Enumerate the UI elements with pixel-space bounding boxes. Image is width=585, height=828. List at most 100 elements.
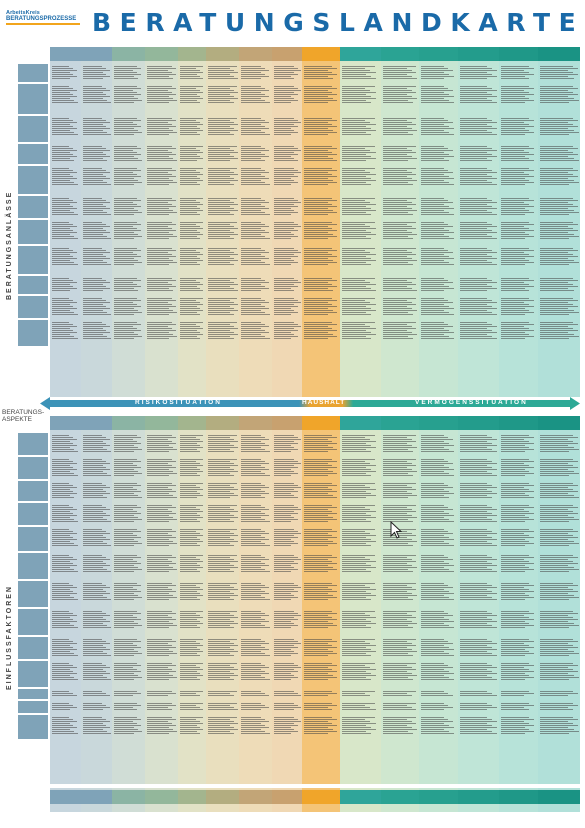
matrix-cell [113, 528, 144, 550]
matrix-cell [273, 528, 301, 550]
matrix-cell [382, 716, 418, 738]
matrix-cell [303, 702, 339, 712]
side-label-beratungsanlaesse: BERATUNGSANLÄSSE [6, 190, 13, 300]
matrix-cell [207, 434, 238, 454]
matrix-cell [273, 85, 301, 113]
matrix-cell [382, 117, 418, 141]
matrix-column [206, 416, 239, 784]
matrix-cell [420, 716, 457, 738]
matrix-cell [82, 197, 111, 217]
matrix-cell [273, 65, 301, 81]
matrix-column [302, 47, 340, 397]
matrix-cell [303, 434, 339, 454]
matrix-column [340, 416, 381, 784]
matrix-cell [539, 434, 579, 454]
matrix-column [112, 47, 145, 397]
matrix-cell [420, 554, 457, 578]
matrix-cell [500, 221, 537, 243]
matrix-cell [303, 662, 339, 686]
matrix-cell [179, 554, 205, 578]
matrix-cell [207, 554, 238, 578]
column-header [272, 47, 302, 61]
label-beratungsaspekte: BERATUNGS- ASPEKTE [2, 409, 45, 423]
matrix-cell [459, 702, 498, 712]
row-label [18, 433, 48, 455]
matrix-cell [179, 85, 205, 113]
row-label [18, 661, 48, 687]
matrix-cell [341, 247, 380, 273]
matrix-cell [341, 690, 380, 698]
matrix-cell [539, 277, 579, 293]
matrix-cell [113, 434, 144, 454]
matrix-cell [459, 117, 498, 141]
matrix-column [272, 47, 302, 397]
matrix-cell [303, 528, 339, 550]
matrix-cell [82, 117, 111, 141]
matrix-cell [500, 145, 537, 163]
column-header [178, 416, 206, 430]
matrix-cell [539, 716, 579, 738]
page-title: BERATUNGSLANDKARTE [92, 8, 585, 37]
matrix-column [499, 416, 538, 784]
matrix-cell [240, 504, 271, 524]
matrix-cell [51, 297, 80, 317]
matrix-cell [420, 221, 457, 243]
matrix-cell [459, 662, 498, 686]
matrix-cell [500, 85, 537, 113]
matrix-cell [500, 247, 537, 273]
matrix-cell [240, 458, 271, 478]
matrix-cell [207, 690, 238, 698]
row-label [18, 166, 48, 194]
matrix-cell [539, 504, 579, 524]
matrix-cell [273, 145, 301, 163]
row-label [18, 84, 48, 114]
matrix-cell [382, 458, 418, 478]
matrix-cell [51, 321, 80, 345]
matrix-cell [179, 528, 205, 550]
column-header [50, 416, 81, 430]
band-vermoegenssituation: VERMÖGENSSITUATION [415, 399, 528, 406]
column-header [112, 47, 145, 61]
aspects-arrow-bar [40, 397, 580, 410]
matrix-cell [303, 197, 339, 217]
matrix-cell [500, 482, 537, 500]
matrix-cell [273, 434, 301, 454]
matrix-cell [82, 528, 111, 550]
matrix-cell [240, 321, 271, 345]
matrix-cell [179, 197, 205, 217]
matrix-cell [459, 610, 498, 634]
matrix-cell [420, 458, 457, 478]
matrix-cell [341, 610, 380, 634]
matrix-cell [240, 528, 271, 550]
row-label [18, 701, 48, 713]
matrix-cell [207, 610, 238, 634]
row-label [18, 457, 48, 479]
matrix-cell [179, 662, 205, 686]
column-header [419, 47, 458, 61]
column-header [499, 416, 538, 430]
matrix-cell [146, 554, 177, 578]
matrix-cell [420, 167, 457, 193]
matrix-cell [240, 610, 271, 634]
matrix-cell [240, 690, 271, 698]
matrix-cell [459, 638, 498, 658]
matrix-cell [113, 297, 144, 317]
matrix-cell [341, 528, 380, 550]
matrix-cell [273, 247, 301, 273]
matrix-cell [539, 247, 579, 273]
matrix-cell [303, 458, 339, 478]
matrix-cell [82, 702, 111, 712]
matrix-cell [539, 297, 579, 317]
matrix-cell [500, 690, 537, 698]
matrix-cell [459, 197, 498, 217]
matrix-cell [179, 145, 205, 163]
matrix-cell [539, 85, 579, 113]
logo-line-1: ArbeitsKreis [6, 10, 40, 16]
matrix-cell [500, 65, 537, 81]
column-header [178, 47, 206, 61]
matrix-cell [500, 458, 537, 478]
matrix-cell [500, 167, 537, 193]
matrix-cell [82, 716, 111, 738]
matrix-cell [273, 504, 301, 524]
matrix-cell [539, 167, 579, 193]
